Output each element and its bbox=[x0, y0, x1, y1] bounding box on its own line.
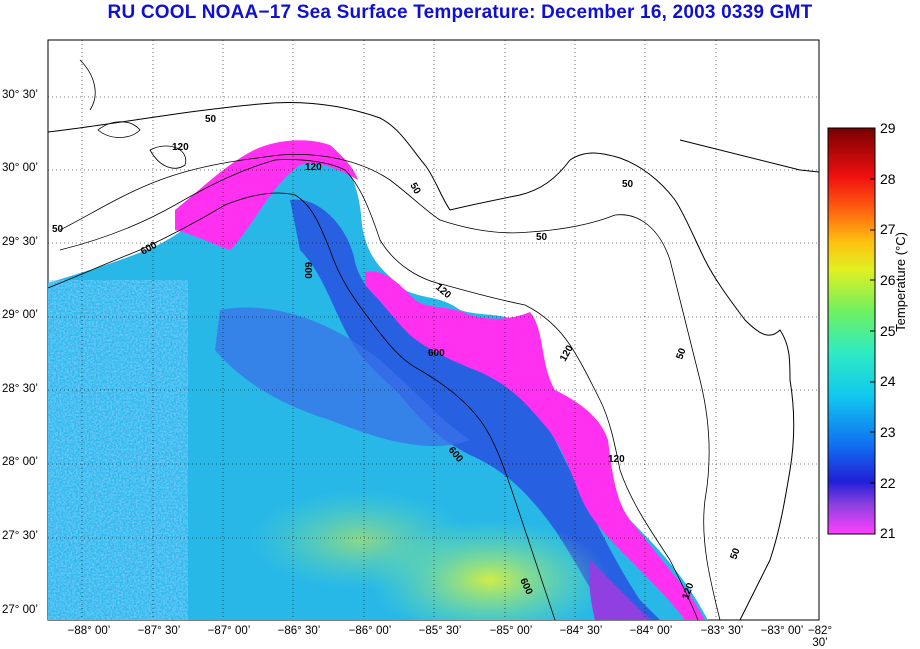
lon-tick: −83° 30’ bbox=[700, 625, 744, 637]
colorbar-label: Temperature (°C) bbox=[893, 232, 908, 332]
isobath-label-50: 50 bbox=[52, 224, 64, 235]
lat-tick: 28° 00’ bbox=[2, 456, 38, 468]
isobath-120 bbox=[59, 159, 699, 621]
lon-tick: −86° 00’ bbox=[348, 625, 392, 637]
lat-tick: 29° 00’ bbox=[2, 309, 38, 321]
map-title: RU COOL NOAA−17 Sea Surface Temperature:… bbox=[107, 2, 813, 23]
colorbar-tick-label: 25 bbox=[880, 323, 896, 339]
lat-tick: 27° 00’ bbox=[2, 604, 38, 616]
isobath-label-50: 50 bbox=[536, 232, 548, 243]
isobath-label-50: 50 bbox=[728, 546, 742, 561]
isobath-label-600: 600 bbox=[428, 348, 445, 359]
colorbar bbox=[827, 127, 876, 535]
lon-tick: −85° 00’ bbox=[489, 625, 533, 637]
colorbar-tick-label: 28 bbox=[880, 171, 896, 187]
isobath-label-120: 120 bbox=[608, 454, 625, 465]
lat-tick: 28° 30’ bbox=[2, 383, 38, 395]
colorbar-tick-label: 23 bbox=[880, 424, 896, 440]
lon-tick: −87° 00’ bbox=[207, 625, 251, 637]
cold-shelf-edge-2 bbox=[365, 271, 705, 620]
lon-tick: −83° 00’ bbox=[760, 625, 804, 637]
lon-tick: −88° 00’ bbox=[67, 625, 111, 637]
florida-east-coast bbox=[679, 139, 820, 173]
lon-tick: −86° 30’ bbox=[277, 625, 321, 637]
colorbar-tick-label: 24 bbox=[880, 373, 896, 389]
cold-shelf-edge-3 bbox=[589, 560, 650, 620]
cool-band bbox=[290, 199, 660, 620]
grid bbox=[48, 40, 819, 620]
lat-tick: 29° 30’ bbox=[2, 236, 38, 248]
warm-water-patch-2 bbox=[250, 490, 470, 590]
cold-shelf-edge bbox=[175, 140, 358, 250]
lon-tick: −87° 30’ bbox=[137, 625, 181, 637]
lon-tick: −82° 30’ bbox=[807, 625, 833, 649]
cloud-speckle bbox=[48, 280, 188, 620]
lon-tick: −84° 00’ bbox=[629, 625, 673, 637]
colorbar-ticks bbox=[870, 127, 875, 535]
lat-tick: 27° 30’ bbox=[2, 530, 38, 542]
lon-tick: −85° 30’ bbox=[418, 625, 462, 637]
isobath-50 bbox=[59, 154, 721, 621]
colorbar-tick-label: 27 bbox=[880, 221, 896, 237]
lon-tick: −84° 30’ bbox=[559, 625, 603, 637]
colorbar-axis-title: Temperature (°C) bbox=[893, 232, 908, 462]
colorbar-tick-label: 26 bbox=[880, 272, 896, 288]
isobath-label-50: 50 bbox=[674, 346, 688, 361]
cool-band-2 bbox=[215, 307, 470, 447]
isobath-label-120: 120 bbox=[172, 142, 189, 153]
lat-tick: 30° 30’ bbox=[2, 89, 38, 101]
isobath-label-50: 50 bbox=[407, 181, 422, 197]
isobath-600 bbox=[47, 192, 556, 621]
isobath-label-600: 600 bbox=[302, 262, 313, 279]
inland-lines bbox=[79, 59, 187, 169]
colorbar-tick-label: 22 bbox=[880, 475, 896, 491]
coastline bbox=[47, 102, 795, 621]
isobath-label-120: 120 bbox=[305, 162, 322, 173]
isobath-label-50: 50 bbox=[622, 179, 634, 190]
colorbar-tick-label: 21 bbox=[880, 525, 896, 541]
colorbar-tick-label: 29 bbox=[880, 120, 896, 136]
isobath-label-50: 50 bbox=[205, 114, 217, 125]
lat-tick: 30° 00’ bbox=[2, 162, 38, 174]
